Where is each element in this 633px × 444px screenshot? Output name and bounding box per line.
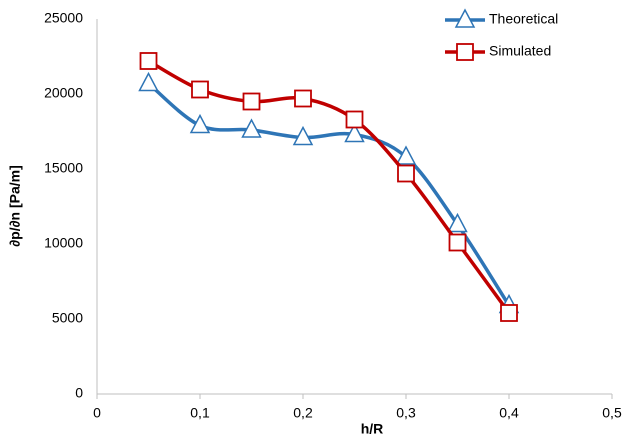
marker <box>345 110 364 129</box>
y-tick-label: 10000 <box>44 235 83 251</box>
marker <box>242 92 261 111</box>
x-tick-label: 0,4 <box>499 405 519 421</box>
y-tick-label: 15000 <box>44 160 83 176</box>
legend-marker <box>454 8 476 28</box>
series-line <box>147 59 511 315</box>
marker <box>500 304 518 322</box>
x-tick-label: 0,5 <box>602 405 622 421</box>
marker <box>294 89 312 108</box>
marker <box>138 71 159 92</box>
y-axis-label: ∂p/∂n [Pa/m] <box>7 165 23 247</box>
marker <box>448 233 467 252</box>
marker <box>292 125 314 146</box>
legend-label: Theoretical <box>489 11 558 27</box>
x-axis-label: h/R <box>361 421 384 437</box>
marker <box>241 118 262 138</box>
y-tick-label: 20000 <box>44 85 83 101</box>
x-tick-label: 0 <box>93 405 101 421</box>
marker <box>191 80 209 99</box>
series-line <box>147 82 511 307</box>
marker <box>395 145 417 165</box>
marker <box>344 122 365 143</box>
marker <box>447 212 468 233</box>
x-tick-label: 0,3 <box>396 405 416 421</box>
x-tick-label: 0,2 <box>293 405 313 421</box>
legend-label: Simulated <box>489 43 551 59</box>
x-tick-label: 0,1 <box>190 405 210 421</box>
y-tick-label: 25000 <box>44 10 83 26</box>
y-tick-label: 0 <box>75 385 83 401</box>
marker <box>189 113 211 134</box>
marker <box>139 52 158 70</box>
legend-marker <box>456 43 474 61</box>
y-tick-label: 5000 <box>52 310 83 326</box>
marker <box>397 164 415 183</box>
